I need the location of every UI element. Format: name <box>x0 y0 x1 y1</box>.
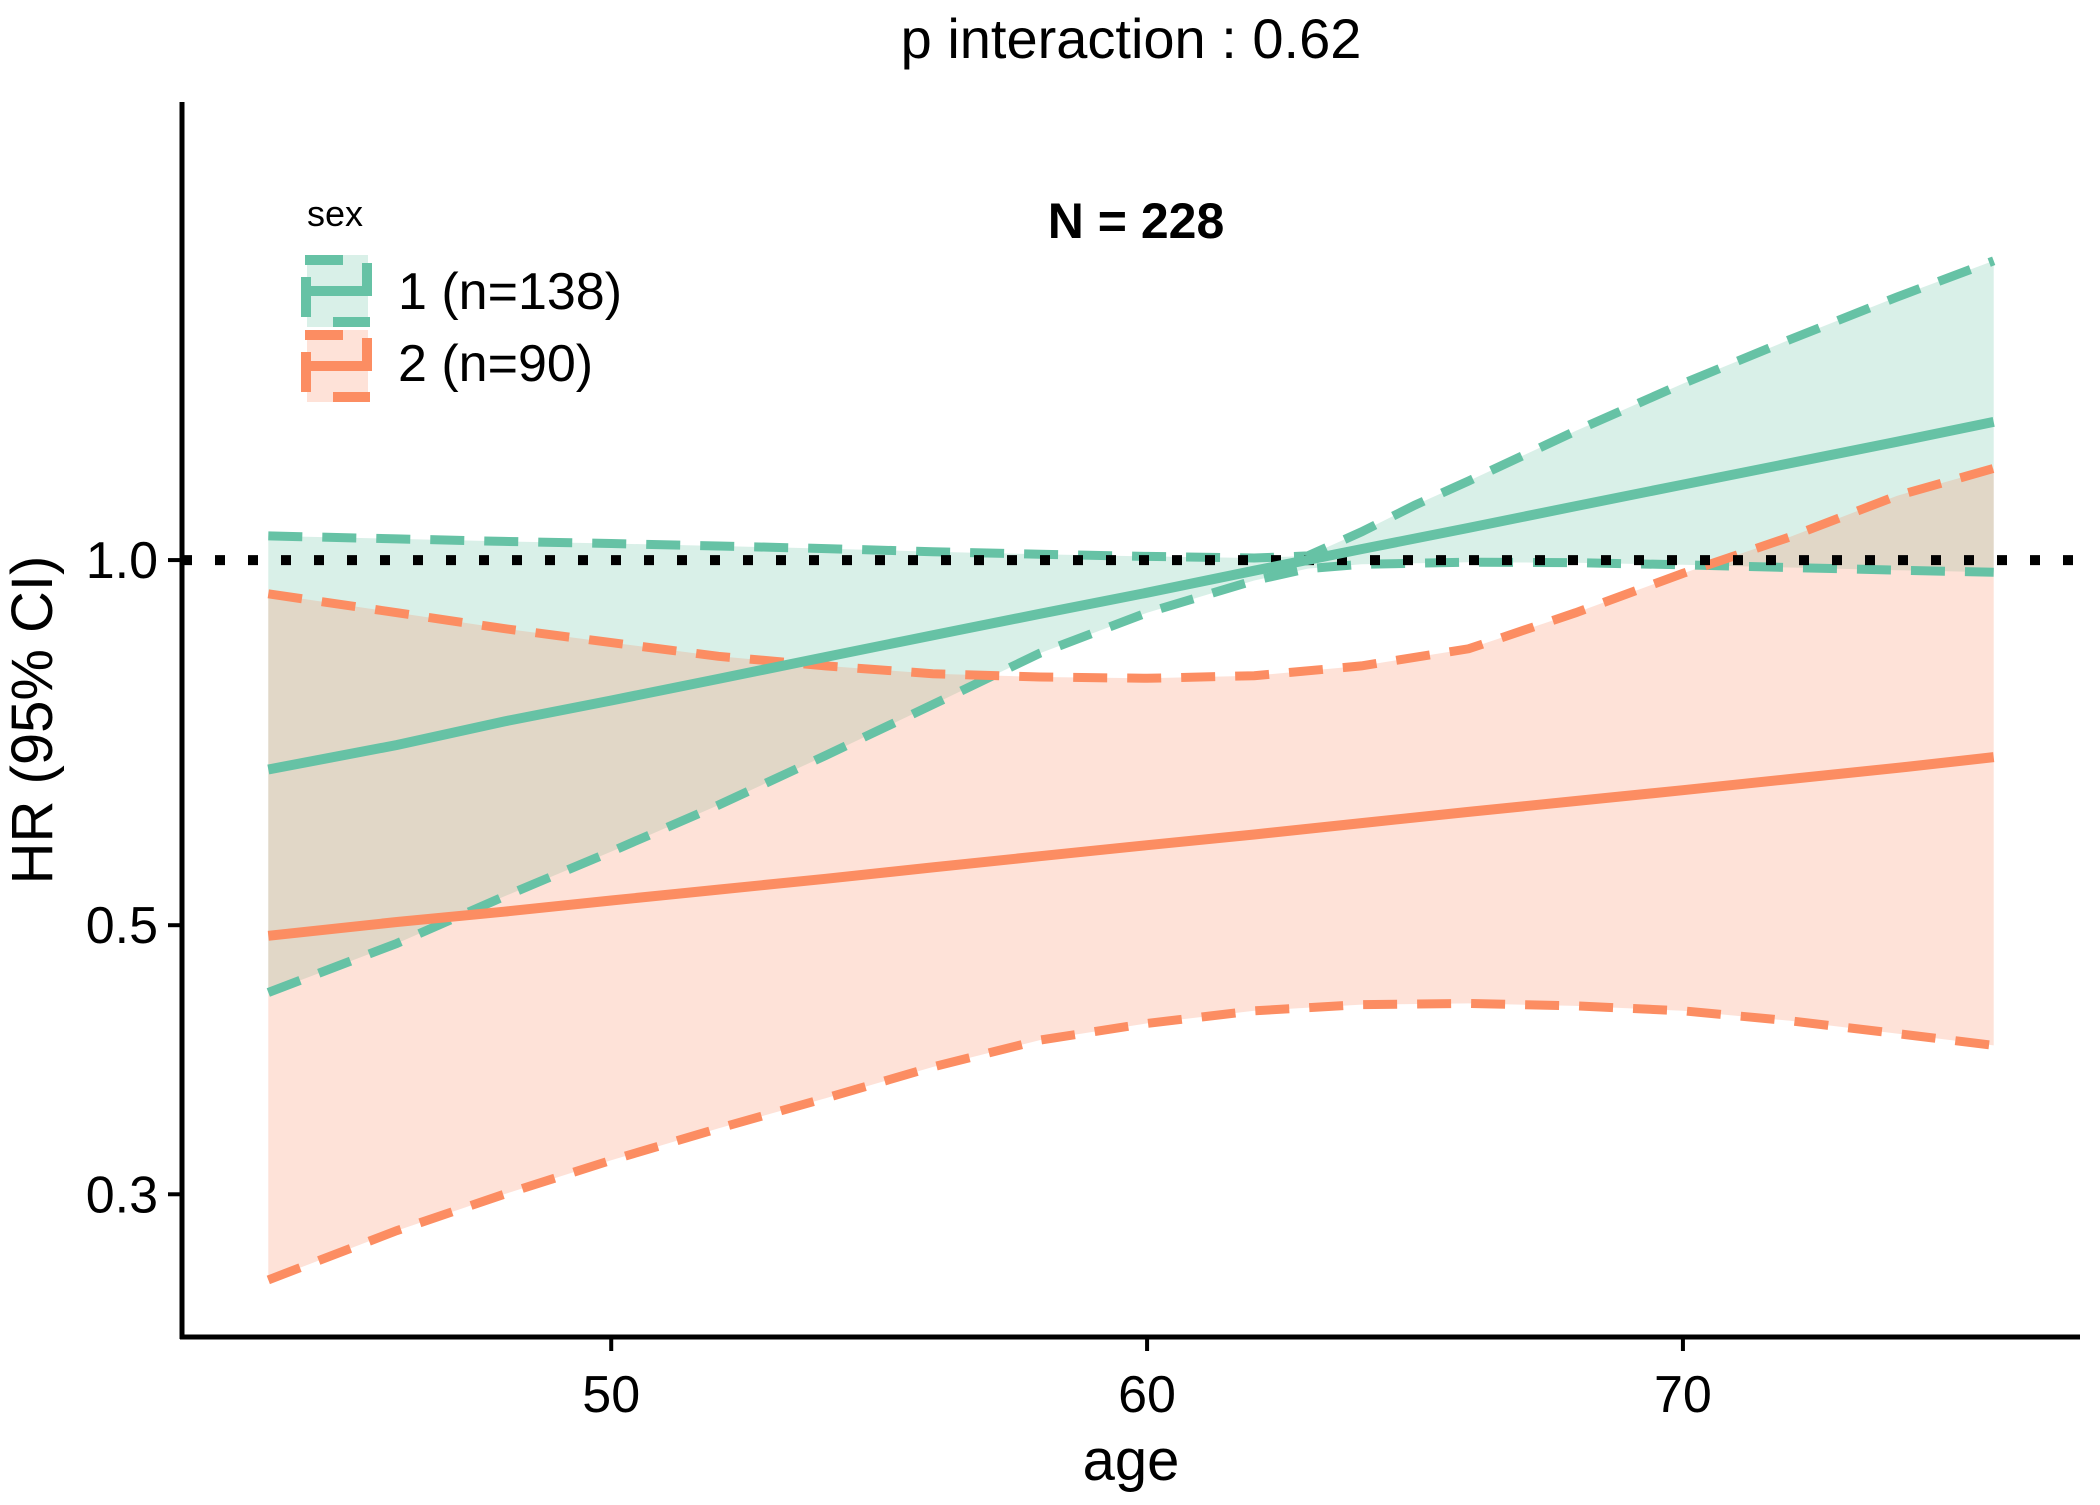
mean-line-sex-2 <box>267 752 1995 941</box>
ci-ribbon-sex-1 <box>268 260 1994 993</box>
tick-labels-layer: 1.0 0.5 0.3 50 60 70 <box>86 532 1712 1424</box>
ci-upper-border-sex-1 <box>268 256 1996 563</box>
mean-lines-layer <box>267 417 1995 941</box>
x-tick-label: 60 <box>1118 1366 1176 1424</box>
ci-ribbon-sex-2 <box>268 468 1994 1280</box>
y-axis-title: HR (95% CI) <box>0 556 65 885</box>
x-axis-title: age <box>1083 1428 1180 1493</box>
ci-upper-border-sex-2 <box>267 464 1995 683</box>
legend-layer <box>301 255 372 402</box>
ci-lower-border-sex-1 <box>266 557 1994 997</box>
y-tick-label: 0.5 <box>86 897 158 955</box>
x-tick-label: 50 <box>582 1366 640 1424</box>
legend-title: sex <box>307 193 363 234</box>
sample-size-annotation: N = 228 <box>1048 193 1225 249</box>
ci-ribbons-layer <box>268 260 1994 1280</box>
axes-layer <box>179 102 2080 1340</box>
ci-lower-border-sex-2 <box>266 998 1995 1285</box>
ci-borders-layer <box>266 256 1996 1285</box>
y-tick-label: 0.3 <box>86 1166 158 1224</box>
y-tick-label: 1.0 <box>86 532 158 590</box>
x-tick-label: 70 <box>1654 1366 1712 1424</box>
legend-label-sex2: 2 (n=90) <box>398 335 593 393</box>
plot-title: p interaction : 0.62 <box>901 7 1362 70</box>
mean-line-sex-1 <box>267 417 1995 775</box>
legend-label-sex1: 1 (n=138) <box>398 263 622 321</box>
